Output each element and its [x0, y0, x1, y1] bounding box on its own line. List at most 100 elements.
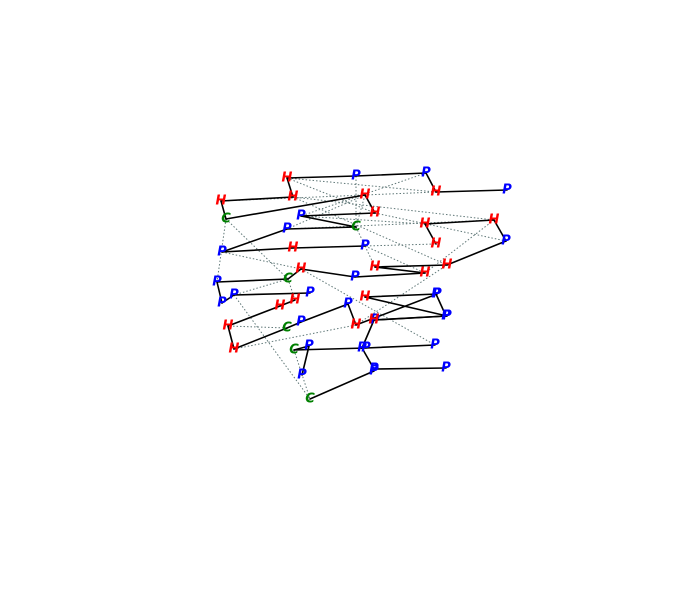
atom-c-label: C	[283, 272, 293, 287]
backbone-bond	[424, 219, 495, 225]
backbone-bond	[355, 172, 427, 177]
backbone-bond	[279, 299, 296, 307]
backbone-bond	[373, 367, 447, 370]
backbone-bond	[361, 347, 375, 370]
contact-bond	[364, 245, 426, 274]
contact-bond	[355, 264, 448, 326]
atom-p-label: P	[442, 309, 452, 324]
backbone-bond	[424, 223, 437, 245]
atom-p-label: P	[441, 309, 451, 324]
atom-p-label: P	[304, 339, 314, 354]
contact-bond	[355, 226, 376, 268]
backbone-bond	[365, 344, 436, 349]
atom-c-label: C	[289, 343, 299, 358]
atom-h-label: H	[431, 185, 442, 200]
backbone-bond	[216, 281, 223, 304]
atom-h-label: H	[420, 266, 431, 281]
backbone-bonds	[216, 172, 508, 400]
backbone-bond	[364, 293, 438, 298]
atom-p-label: P	[441, 361, 451, 376]
atom-p-label: P	[296, 209, 306, 224]
backbone-bond	[300, 303, 349, 323]
backbone-bond	[435, 189, 508, 193]
atom-p-label: P	[229, 288, 239, 303]
backbone-bond	[233, 327, 288, 350]
atom-h-label: H	[370, 206, 381, 221]
contact-bond	[292, 243, 437, 249]
backbone-bond	[373, 315, 447, 321]
backbone-bond	[286, 226, 357, 230]
contact-bond	[221, 251, 302, 270]
backbone-bond	[446, 240, 507, 266]
atom-p-label: P	[212, 275, 222, 290]
backbone-bond	[227, 305, 281, 327]
atom-c-label: C	[305, 392, 315, 407]
atom-p-label: P	[432, 287, 442, 302]
contact-bond	[300, 268, 436, 346]
backbone-bond	[221, 294, 235, 304]
backbone-bond	[309, 370, 375, 400]
backbone-bond	[425, 172, 437, 193]
atom-p-label: P	[370, 313, 380, 328]
contact-bonds	[216, 172, 507, 400]
backbone-bond	[220, 196, 294, 202]
backbone-bond	[374, 264, 448, 268]
atom-h-label: H	[229, 342, 240, 357]
atom-p-label: P	[421, 166, 431, 181]
atom-p-label: P	[360, 239, 370, 254]
backbone-bond	[300, 268, 356, 278]
atom-h-label: H	[290, 293, 301, 308]
atom-p-label: P	[305, 286, 315, 301]
atom-h-label: H	[282, 171, 293, 186]
atom-h-label: H	[288, 241, 299, 256]
atom-p-label: P	[350, 270, 360, 285]
atom-p-label: P	[343, 297, 353, 312]
contact-bond	[300, 172, 427, 217]
backbone-bond	[347, 303, 357, 326]
atom-h-label: H	[351, 318, 362, 333]
atom-p-label: P	[501, 234, 511, 249]
atom-h-label: H	[370, 260, 381, 275]
atom-p-label: P	[431, 287, 441, 302]
contact-bond	[287, 278, 296, 301]
backbone-bond	[301, 345, 310, 376]
contact-bond	[374, 212, 507, 242]
backbone-bond	[287, 268, 302, 280]
atom-h-label: H	[360, 290, 371, 305]
atom-h-label: H	[420, 217, 431, 232]
backbone-bond	[493, 219, 507, 242]
atom-h-label: H	[288, 190, 299, 205]
backbone-bond	[221, 228, 288, 253]
atom-h-label: H	[369, 313, 380, 328]
atom-p-label: P	[297, 368, 307, 383]
backbone-bond	[220, 200, 227, 220]
contact-bond	[233, 278, 289, 296]
atom-h-label: H	[442, 258, 453, 273]
atom-c-label: C	[351, 220, 361, 235]
contact-bond	[225, 218, 289, 280]
backbone-bond	[293, 347, 367, 351]
backbone-bond	[292, 245, 366, 249]
atom-p-label: P	[502, 183, 512, 198]
backbone-bond	[221, 247, 294, 253]
backbone-bond	[286, 321, 302, 329]
backbone-bond	[300, 212, 376, 217]
atom-p-label: P	[282, 222, 292, 237]
atom-p-label: P	[217, 245, 227, 260]
atom-p-label: P	[351, 169, 361, 184]
backbone-bond	[300, 215, 357, 228]
atom-h-label: H	[216, 194, 227, 209]
contact-bond	[216, 218, 227, 283]
atom-p-label: P	[369, 364, 379, 379]
atom-p-label: P	[357, 341, 367, 356]
atom-c-label: C	[282, 321, 292, 336]
backbone-bond	[354, 272, 426, 278]
backbone-bond	[286, 177, 294, 198]
atom-p-label: P	[369, 362, 379, 377]
backbone-bond	[364, 296, 448, 317]
contact-bond	[424, 219, 495, 274]
atom-h-label: H	[431, 237, 442, 252]
backbone-bond	[364, 194, 376, 214]
